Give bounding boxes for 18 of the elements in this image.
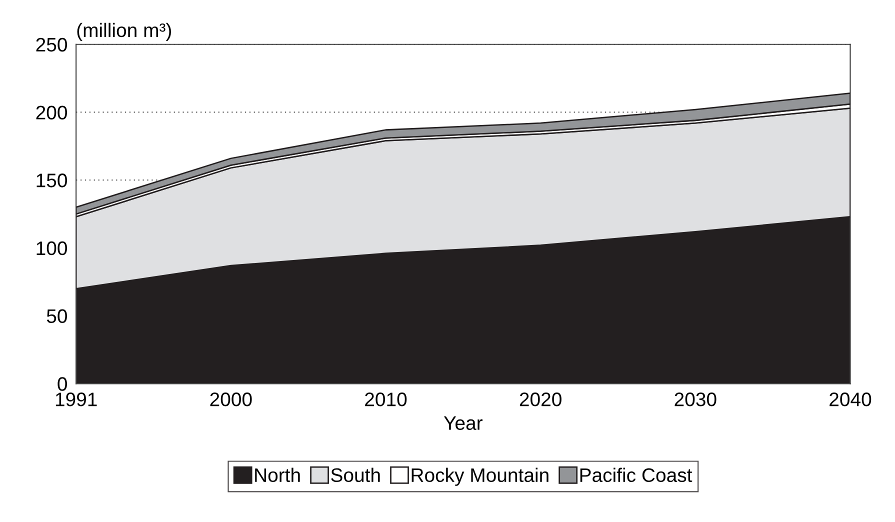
x-tick-label: 2040 <box>830 392 872 406</box>
x-tick-label: 2010 <box>365 392 407 406</box>
x-axis-title: Year <box>444 416 482 430</box>
y-tick-label: 250 <box>36 38 67 52</box>
legend-label: North <box>255 468 300 482</box>
y-axis-title: (million m³) <box>77 22 171 41</box>
y-tick-label: 150 <box>36 174 67 188</box>
legend-label: Rocky Mountain <box>412 468 548 486</box>
legend-label: Pacific Coast <box>580 468 692 482</box>
legend-label: South <box>331 468 380 482</box>
x-tick-label: 2020 <box>520 392 562 406</box>
y-tick-label: 200 <box>36 106 67 120</box>
y-tick-label: 50 <box>46 309 67 324</box>
x-tick-label: 1991 <box>56 392 97 406</box>
x-tick-label: 2030 <box>674 392 716 406</box>
y-tick-label: 100 <box>36 241 67 256</box>
x-tick-label: 2000 <box>210 392 252 406</box>
y-tick-label: 0 <box>58 377 67 391</box>
